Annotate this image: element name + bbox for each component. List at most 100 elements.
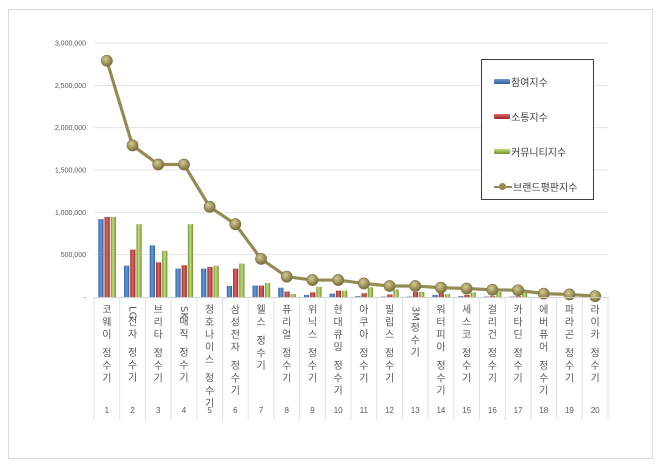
x-category-label: 곤: [565, 330, 574, 341]
x-category-label: 기: [308, 373, 317, 385]
x-category-label: 카: [591, 329, 600, 341]
line-marker: [100, 54, 113, 67]
bar-communication: [310, 292, 316, 297]
x-category-label: 정: [513, 348, 522, 360]
x-category-label: 수: [539, 373, 548, 385]
legend: 참여지수 소통지수 커뮤니티지수 브랜드평판지수: [481, 59, 594, 200]
x-category-label: 수: [462, 360, 471, 372]
x-category-label: 리: [488, 317, 497, 329]
x-category-label: 퓨: [539, 330, 548, 341]
bar-community: [136, 224, 142, 297]
x-category-label: 큐: [334, 330, 343, 341]
x-category-label: 에: [539, 304, 548, 316]
x-category-label: 대: [334, 317, 343, 329]
bar-community: [213, 265, 219, 297]
line-marker: [409, 280, 422, 292]
x-rank-label: 1: [105, 406, 110, 415]
x-category-label: 기: [539, 385, 548, 397]
line-marker: [152, 158, 165, 171]
bar-community: [419, 291, 425, 297]
x-category-label: 자: [231, 342, 240, 354]
x-category-label: 코: [462, 330, 471, 341]
x-category-label: 수: [436, 373, 445, 385]
x-category-label: 파: [565, 304, 574, 316]
x-category-label: 기: [231, 385, 240, 397]
x-rank-label: 16: [488, 406, 497, 415]
x-category-label: LG: [127, 306, 138, 319]
line-marker: [332, 274, 345, 286]
x-category-label: 수: [231, 373, 240, 385]
x-category-label: 정: [591, 348, 600, 360]
line-marker: [126, 139, 139, 152]
x-category-label: 터: [436, 317, 445, 329]
x-category-label: 수: [488, 360, 497, 372]
bar-community: [316, 286, 322, 297]
x-category-label: 수: [128, 360, 137, 372]
x-category-label: 직: [179, 329, 188, 341]
x-category-label: 이: [591, 317, 600, 329]
bar-participation: [303, 294, 310, 297]
bar-community: [187, 224, 194, 297]
x-rank-label: 10: [334, 406, 343, 415]
x-category-label: 3M: [409, 306, 420, 321]
x-category-label: 삼: [231, 304, 240, 316]
x-category-label: 청: [205, 304, 214, 316]
legend-label: 참여지수: [511, 78, 548, 89]
x-category-label: 기: [411, 347, 420, 359]
x-rank-label: 5: [207, 406, 212, 415]
bar-participation: [201, 268, 207, 297]
bar-communication: [361, 293, 367, 297]
x-category-label: 아: [359, 304, 368, 316]
x-category-label: 수: [565, 360, 574, 372]
bar-community: [444, 294, 451, 297]
bar-communication: [335, 290, 342, 297]
bar-communication: [464, 294, 470, 297]
x-category-label: 브: [154, 304, 163, 316]
x-rank-label: 15: [462, 406, 471, 415]
x-category-label: 카: [513, 304, 522, 316]
y-tick-label: 1,500,000: [55, 168, 86, 175]
bar-participation: [226, 285, 233, 297]
x-rank-label: 18: [539, 406, 548, 415]
y-axis: - 500,000 1,000,000 1,500,000 2,000,000 2,500…: [55, 41, 87, 302]
x-category-label: 스: [385, 329, 394, 341]
x-category-label: 어: [539, 342, 548, 354]
bar-communication: [233, 268, 239, 297]
x-category-label: 스: [256, 317, 265, 329]
bar-community: [264, 283, 271, 297]
x-category-label: 수: [334, 373, 343, 385]
x-category-label: 수: [179, 360, 188, 372]
x-category-label: 수: [411, 335, 420, 347]
x-category-label: 기: [513, 373, 522, 385]
bar-community: [239, 263, 245, 297]
x-category-label: 리: [154, 317, 163, 329]
x-category-label: 이: [205, 342, 214, 354]
line-marker: [589, 290, 602, 303]
line-marker: [178, 158, 190, 171]
x-rank-label: 20: [591, 406, 600, 415]
legend-line-marker-icon: [494, 182, 512, 191]
bar-community: [290, 294, 296, 297]
y-tick-label: 1,000,000: [55, 210, 86, 217]
x-category-label: 정: [462, 348, 471, 360]
legend-item-brand-reputation: 브랜드평판지수: [494, 179, 577, 194]
x-rank-label: 11: [360, 406, 369, 415]
x-rank-label: 12: [385, 406, 394, 415]
x-rank-label: 8: [285, 406, 290, 415]
x-category-label: 정: [256, 335, 265, 347]
x-category-label: 수: [591, 360, 600, 372]
bar-participation: [432, 294, 438, 297]
bar-communication: [155, 262, 162, 297]
bar-communication: [104, 216, 110, 297]
y-tick-label: 500,000: [61, 252, 86, 259]
x-category-label: 라: [591, 304, 600, 316]
x-category-label: 정: [565, 348, 574, 360]
x-category-label: 수: [256, 348, 265, 360]
bar-communication: [207, 266, 213, 297]
x-category-label: 딘: [513, 329, 522, 341]
x-category-label: 스: [462, 317, 471, 329]
bar-communication: [412, 291, 419, 297]
line-marker: [203, 200, 216, 213]
x-category-label: 타: [513, 317, 522, 329]
x-category-label: 정: [334, 360, 343, 372]
